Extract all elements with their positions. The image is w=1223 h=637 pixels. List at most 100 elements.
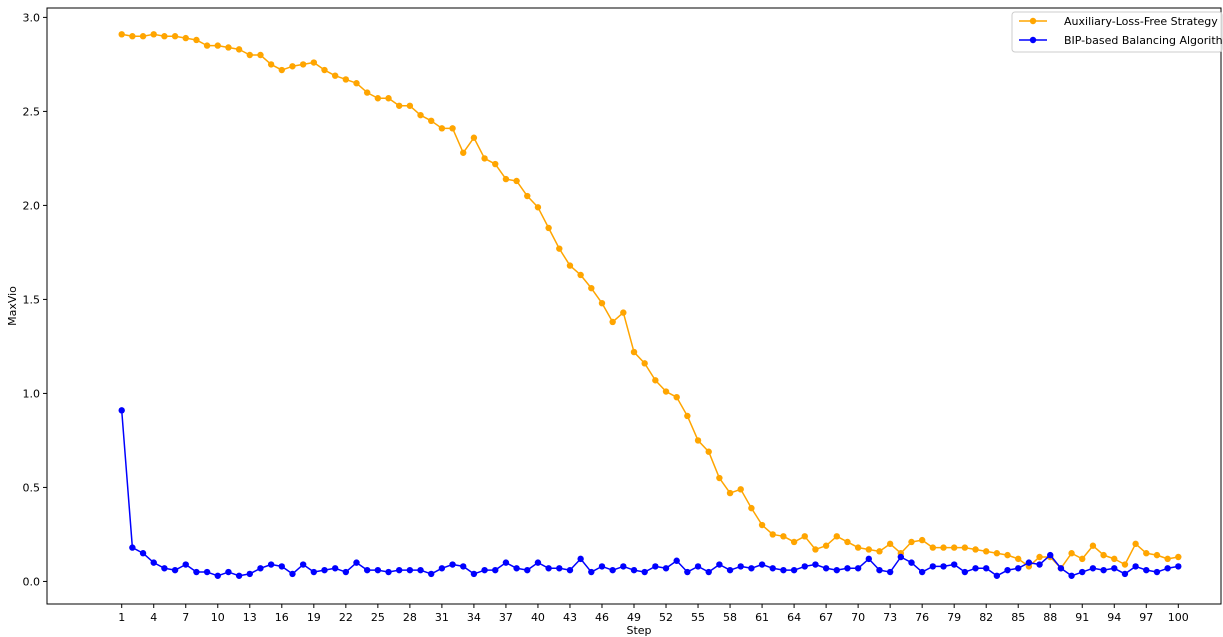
data-point-auxiliary-loss-free <box>492 160 499 168</box>
data-point-auxiliary-loss-free <box>225 44 232 51</box>
data-point-bip-based <box>1121 570 1129 578</box>
data-point-bip-based <box>769 565 776 572</box>
data-point-bip-based <box>993 572 1001 579</box>
data-point-auxiliary-loss-free <box>139 33 147 40</box>
data-point-auxiliary-loss-free <box>171 33 179 40</box>
data-point-auxiliary-loss-free <box>961 544 969 551</box>
x-tick-label: 100 <box>1168 611 1189 624</box>
data-point-bip-based <box>502 559 510 566</box>
data-point-auxiliary-loss-free <box>673 393 680 401</box>
data-point-bip-based <box>182 561 189 568</box>
data-point-auxiliary-loss-free <box>246 51 253 59</box>
data-point-bip-based <box>886 568 894 576</box>
plot-frame <box>46 7 1222 605</box>
series-bip-based <box>118 407 1182 579</box>
x-tick-label: 7 <box>182 611 189 624</box>
data-point-bip-based <box>534 559 542 566</box>
data-point-auxiliary-loss-free <box>854 544 862 551</box>
x-tick-label: 46 <box>595 611 609 624</box>
x-tick-label: 22 <box>339 611 353 624</box>
data-point-bip-based <box>139 550 147 557</box>
data-point-auxiliary-loss-free <box>940 544 947 551</box>
legend-box <box>1011 11 1223 53</box>
data-point-bip-based <box>790 566 798 574</box>
data-point-bip-based <box>1143 566 1150 574</box>
data-point-bip-based <box>673 557 680 564</box>
data-point-auxiliary-loss-free <box>278 66 285 74</box>
data-point-auxiliary-loss-free <box>641 360 648 367</box>
data-point-bip-based <box>161 565 168 572</box>
data-point-bip-based <box>257 565 264 572</box>
data-point-auxiliary-loss-free <box>129 33 136 40</box>
data-point-bip-based <box>929 563 937 570</box>
x-tick-label: 49 <box>627 611 641 624</box>
x-tick-label: 13 <box>243 611 257 624</box>
x-tick-label: 25 <box>371 611 385 624</box>
data-point-bip-based <box>737 563 744 570</box>
x-tick-label: 85 <box>1011 611 1025 624</box>
data-point-auxiliary-loss-free <box>385 95 392 102</box>
x-tick-label: 16 <box>275 611 289 624</box>
data-point-auxiliary-loss-free <box>331 72 339 79</box>
data-point-bip-based <box>780 566 787 574</box>
data-point-auxiliary-loss-free <box>1004 551 1011 559</box>
data-point-bip-based <box>1025 559 1033 566</box>
data-point-auxiliary-loss-free <box>684 412 691 420</box>
y-axis: 0.0 0.5 1.0 1.5 2.0 2.5 3.0 <box>23 11 47 588</box>
data-point-auxiliary-loss-free <box>556 245 563 252</box>
data-point-bip-based <box>556 565 563 572</box>
x-tick-label: 40 <box>531 611 545 624</box>
x-tick-label: 61 <box>755 611 769 624</box>
data-point-auxiliary-loss-free <box>438 125 446 132</box>
data-point-bip-based <box>940 563 947 570</box>
data-point-auxiliary-loss-free <box>1100 551 1107 559</box>
x-tick-label: 64 <box>787 611 801 624</box>
data-point-auxiliary-loss-free <box>609 318 616 326</box>
data-point-bip-based <box>363 566 371 574</box>
data-point-bip-based <box>385 568 392 576</box>
data-point-auxiliary-loss-free <box>353 80 360 87</box>
data-point-auxiliary-loss-free <box>257 51 264 59</box>
data-point-bip-based <box>620 563 627 570</box>
x-tick-label: 55 <box>691 611 705 624</box>
x-tick-label: 73 <box>883 611 897 624</box>
data-point-bip-based <box>1047 551 1054 559</box>
data-point-bip-based <box>118 407 125 414</box>
data-point-auxiliary-loss-free <box>449 125 456 132</box>
data-point-auxiliary-loss-free <box>299 61 307 68</box>
data-point-bip-based <box>950 561 958 568</box>
data-point-bip-based <box>331 565 339 572</box>
data-point-auxiliary-loss-free <box>726 489 734 497</box>
data-point-bip-based <box>758 561 766 568</box>
data-point-bip-based <box>1153 568 1161 576</box>
y-tick-label: 0.5 <box>23 481 41 494</box>
data-point-auxiliary-loss-free <box>470 134 478 141</box>
data-point-auxiliary-loss-free <box>481 155 488 162</box>
data-point-bip-based <box>684 568 691 576</box>
x-tick-label: 28 <box>403 611 417 624</box>
data-point-auxiliary-loss-free <box>865 546 872 553</box>
data-point-auxiliary-loss-free <box>993 550 1001 557</box>
data-point-bip-based <box>438 565 446 572</box>
data-point-bip-based <box>566 566 574 574</box>
data-point-auxiliary-loss-free <box>118 31 125 38</box>
data-point-bip-based <box>396 566 403 574</box>
data-point-bip-based <box>267 561 275 568</box>
data-point-auxiliary-loss-free <box>1079 555 1086 563</box>
legend-marker-auxiliary-loss-free <box>1029 17 1037 25</box>
data-point-bip-based <box>513 565 520 572</box>
data-point-auxiliary-loss-free <box>513 177 520 185</box>
data-point-auxiliary-loss-free <box>780 533 787 540</box>
x-tick-label: 1 <box>118 611 125 624</box>
data-point-bip-based <box>1111 565 1118 572</box>
data-point-auxiliary-loss-free <box>417 111 424 119</box>
data-point-auxiliary-loss-free <box>396 102 403 109</box>
data-point-auxiliary-loss-free <box>310 59 318 66</box>
data-point-auxiliary-loss-free <box>460 149 467 156</box>
data-point-auxiliary-loss-free <box>1036 553 1043 561</box>
data-point-auxiliary-loss-free <box>1121 561 1129 568</box>
data-point-auxiliary-loss-free <box>886 540 894 548</box>
data-point-auxiliary-loss-free <box>203 42 211 49</box>
data-point-auxiliary-loss-free <box>267 61 275 68</box>
